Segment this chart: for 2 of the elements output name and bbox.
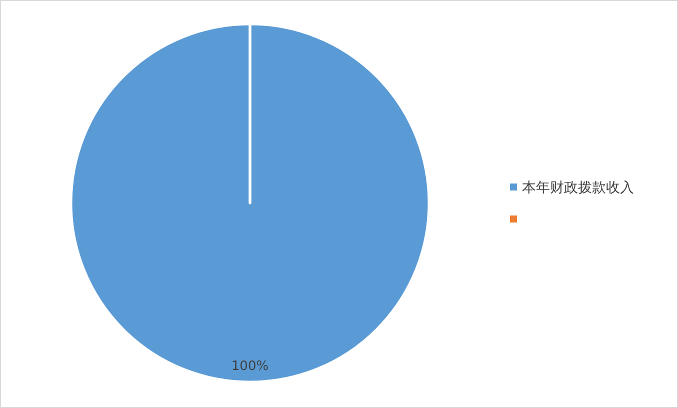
legend-label: 本年财政拨款收入 [522,180,634,196]
data-label: 100% [231,358,269,374]
